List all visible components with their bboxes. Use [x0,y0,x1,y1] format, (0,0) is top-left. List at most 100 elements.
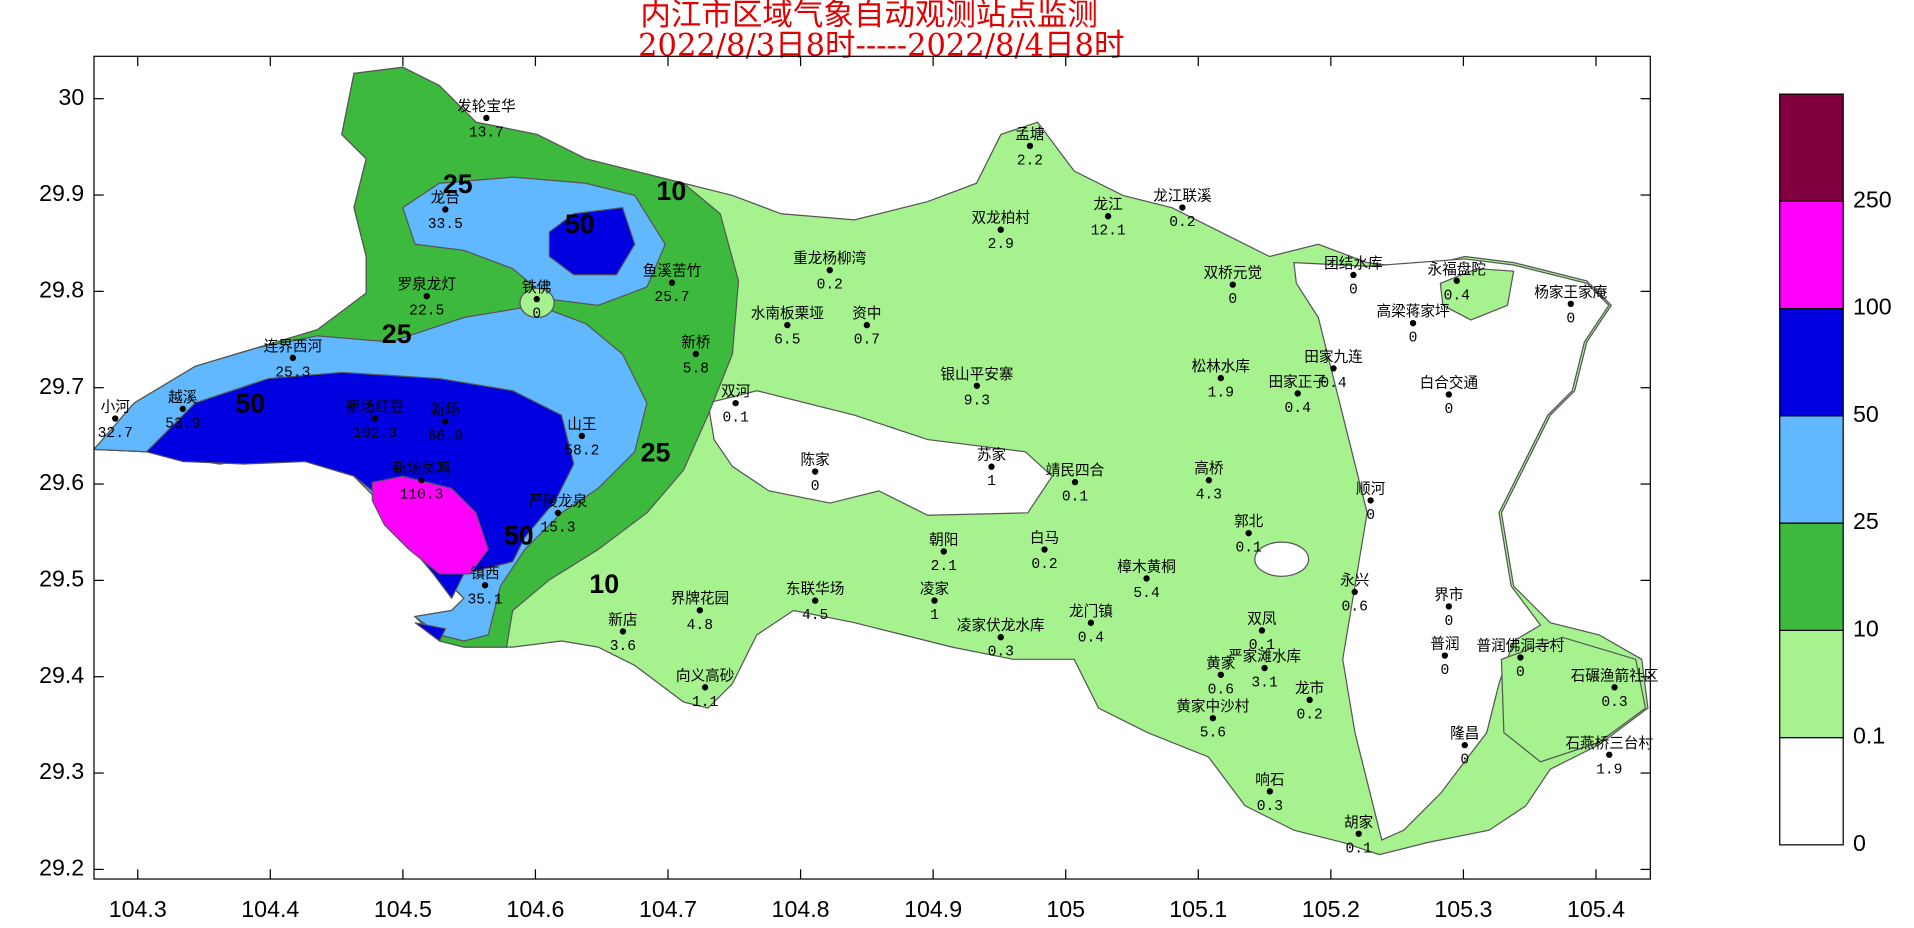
station-name: 朝阳 [929,531,958,548]
station-name: 资中 [852,305,881,322]
x-tick-label: 104.7 [639,896,697,922]
station-value: 66.9 [428,429,463,445]
station-value: 58.2 [564,443,599,459]
station-value: 6.5 [774,333,800,349]
station-name: 发轮宝华 [457,98,516,115]
station-value: 0.4 [1320,376,1347,392]
region-blue-north [548,206,636,276]
station-value: 0.4 [1444,288,1471,304]
station-dot [997,634,1004,641]
station-value: 110.3 [399,488,443,504]
rain-map [93,66,1649,856]
station-name: 凌家 [920,581,950,598]
station-name: 新桥 [681,334,711,351]
y-tick-label: 29.3 [39,758,84,784]
station-value: 0.1 [1346,841,1373,857]
station-name: 新场红豆 [346,399,405,416]
x-tick-label: 105.3 [1434,896,1492,922]
station-name: 孟塘 [1015,126,1044,143]
station-value: 13.7 [469,125,504,141]
station-dot [1245,529,1252,537]
station-name: 双凤 [1247,610,1277,627]
station-name: 龙门镇 [1069,603,1113,620]
station-value: 0.3 [1257,799,1283,815]
station-name: 新场 [431,401,460,418]
station-dot [1611,684,1618,691]
station-name: 黄家中沙村 [1176,698,1250,715]
hole-guobei [1254,541,1310,577]
station-name: 越溪 [168,389,198,406]
station-name: 新店 [608,611,637,628]
station-value: 0 [1366,508,1375,524]
station-dot [1409,319,1417,327]
station-name: 双桥元觉 [1203,265,1262,282]
legend-label: 100 [1853,294,1892,320]
station-value: 0.1 [722,411,749,427]
station-dot [1104,213,1112,220]
station-name: 白马 [1030,530,1059,547]
station-dot [1606,751,1613,758]
title: 内江市区域气象自动观测站点监测 [640,0,1098,33]
station-name: 镇西 [470,565,499,582]
station-value: 35.1 [468,593,503,609]
station-name: 严家滩水库 [1228,648,1301,665]
station-name: 双河 [721,383,751,400]
station-value: 2.1 [931,559,958,575]
station-dot [940,548,947,555]
station-value: 33.5 [428,217,463,233]
station-name: 鱼溪苦竹 [643,262,702,280]
station-name: 靖民四合 [1046,462,1105,479]
contour-label: 25 [641,437,671,467]
station-dot [1217,671,1224,678]
legend-swatch [1779,522,1844,631]
station-name: 双龙柏村 [971,210,1030,227]
legend-label: 0.1 [1853,723,1885,749]
y-tick-label: 30 [58,84,84,110]
station-dot [1071,478,1079,486]
y-tick-label: 29.7 [39,373,84,399]
station-dot [692,350,700,358]
station-name: 铁佛 [522,279,551,296]
contour-label: 25 [382,319,412,349]
region-blue-tip [414,622,447,642]
station-name: 顺河 [1356,480,1386,497]
x-tick-label: 105.2 [1302,896,1360,922]
station-value: 0 [532,307,541,323]
station-value: 15.3 [540,520,575,536]
station-value: 0 [1516,665,1525,681]
station-value: 1 [930,608,939,624]
station-dot [1261,664,1268,672]
station-name: 重龙杨柳湾 [793,250,867,267]
station-dot [1229,281,1236,288]
station-dot [1445,603,1453,610]
station-name: 小河 [101,399,131,416]
station-name: 樟木黄桐 [1117,557,1176,575]
station-name: 龙江联溪 [1153,188,1212,205]
station-name: 向义高砂 [676,667,735,684]
station-value: 1.9 [1208,386,1234,402]
station-dot [997,226,1004,233]
station-dot [973,382,981,389]
station-name: 田家正子 [1268,373,1327,390]
plot-frame [93,55,1651,880]
legend-label: 250 [1853,187,1892,213]
station-dot [1087,619,1095,626]
subtitle: 2022/8/3日8时-----2022/8/4日8时 [638,29,1124,64]
station-name: 凌家伏龙水库 [957,617,1045,634]
station-dot [1445,391,1453,398]
station-name: 银山平安寨 [940,365,1014,383]
station-dot [1517,654,1524,661]
station-value: 0.1 [1249,638,1276,654]
station-dot [554,509,562,517]
station-value: 0.2 [1296,707,1322,723]
station-dot [931,597,938,604]
station-value: 0.6 [1208,682,1234,698]
station-dot [1266,788,1274,795]
x-tick-label: 104.3 [109,896,167,922]
station-dot [418,477,425,484]
station-dot [481,582,489,589]
x-tick-label: 104.6 [506,896,564,922]
station-value: 5.8 [683,362,709,378]
y-tick-label: 29.9 [39,180,84,206]
station-value: 4.3 [1196,488,1222,504]
